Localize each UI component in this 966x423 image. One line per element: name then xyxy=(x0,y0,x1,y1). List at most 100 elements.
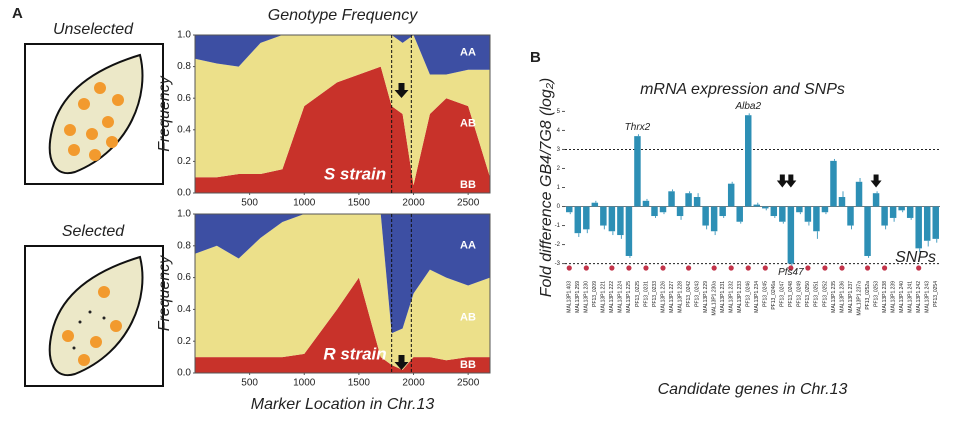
x-tick-label: PF13_0252a xyxy=(865,281,871,310)
y-tick-label: 0.2 xyxy=(177,336,191,347)
x-tick-label: MAL13P1.239 xyxy=(890,281,896,313)
bar xyxy=(770,206,778,217)
x-tick-label: MAL13P1.236 xyxy=(839,281,845,313)
y-tick-label: 0.0 xyxy=(177,188,191,199)
series-label: AA xyxy=(460,240,476,252)
bar xyxy=(821,206,829,213)
snp-marker xyxy=(864,265,871,271)
x-tick-label: PF13_0250 xyxy=(805,281,811,307)
series-label: AA xyxy=(460,46,476,58)
bar xyxy=(583,206,590,230)
x-tick-label: MAL13P1.222 xyxy=(609,281,615,313)
x-tick-label: MAL13P1.238 xyxy=(882,281,888,313)
annotation: R strain xyxy=(323,344,386,363)
x-tick-label: MAL13P1.242 xyxy=(916,281,922,313)
x-tick-label: PF13_0252 xyxy=(822,281,828,307)
snp-marker xyxy=(643,265,649,271)
bar xyxy=(651,206,658,217)
bar xyxy=(642,200,650,207)
x-tick-label: MAL13P1.243 xyxy=(925,281,931,313)
x-tick-label: MAL13P1.232 xyxy=(729,281,735,313)
bar xyxy=(659,206,667,213)
area xyxy=(195,214,490,370)
y-tick-label: -2 xyxy=(555,242,561,248)
bar xyxy=(600,206,607,226)
y-tick-label: 1 xyxy=(557,185,561,191)
x-tick-label: 500 xyxy=(241,198,258,209)
snp-marker xyxy=(685,265,692,271)
seed-unselected xyxy=(24,43,164,185)
y-tick-label: 0 xyxy=(557,204,561,210)
bar xyxy=(830,160,837,207)
y-tick-label: 5 xyxy=(557,109,561,115)
bar xyxy=(804,206,812,222)
bar xyxy=(796,206,803,213)
bar xyxy=(719,206,726,217)
snp-marker xyxy=(583,265,589,271)
y-tick-label: 0.2 xyxy=(177,156,191,167)
bar xyxy=(702,206,709,226)
arrow xyxy=(785,174,797,188)
arrow xyxy=(870,174,882,188)
x-tick-label: 2500 xyxy=(457,378,480,389)
bar xyxy=(787,206,795,264)
x-tick-label: MAL13P1.240 xyxy=(899,281,905,313)
x-tick-label: 2000 xyxy=(402,378,425,389)
snp-marker xyxy=(660,265,666,271)
x-tick-label: PF13_0253 xyxy=(873,281,879,307)
x-tick-label: MAL13P1.234 xyxy=(754,281,760,313)
bar xyxy=(710,206,718,232)
bar xyxy=(889,206,897,218)
bar xyxy=(685,193,692,207)
y-tick-label: -1 xyxy=(555,223,561,229)
bar xyxy=(617,206,624,236)
bar xyxy=(753,204,760,207)
area xyxy=(195,66,490,193)
x-tick-label: MAL13P1.229 xyxy=(703,281,709,313)
y-tick-label: 4 xyxy=(557,128,561,134)
bar xyxy=(736,206,743,222)
snp-marker xyxy=(805,265,811,271)
arrow xyxy=(394,83,409,98)
x-tick-label: MAL13P1.259 xyxy=(575,281,581,313)
bar xyxy=(923,206,931,241)
plot-frame xyxy=(194,34,491,194)
bar xyxy=(906,206,914,218)
bar xyxy=(779,206,786,222)
x-tick-label: 500 xyxy=(241,378,258,389)
x-tick-label: MAL13P1.233 xyxy=(737,281,743,313)
x-tick-label: 2500 xyxy=(457,198,480,209)
y-tick-label: 2 xyxy=(557,166,561,172)
y-tick-label: 0.8 xyxy=(177,61,191,72)
snp-marker xyxy=(762,265,768,271)
series-label: BB xyxy=(460,359,476,371)
y-tick-label: 0.8 xyxy=(177,240,191,251)
bar xyxy=(872,193,880,207)
bar xyxy=(566,206,573,213)
y-tick-label: 0.4 xyxy=(177,304,191,315)
y-tick-label: 0.6 xyxy=(177,93,191,104)
bar xyxy=(881,206,888,226)
annotation: Alba2 xyxy=(734,101,761,112)
bar xyxy=(838,197,846,207)
x-tick-label: MAL13P1.226 xyxy=(660,281,666,313)
snp-legend: SNPs xyxy=(895,249,936,266)
x-tick-label: MAL13P1.224 xyxy=(618,281,624,313)
snp-marker xyxy=(745,265,751,271)
x-tick-label: PF13_0245 xyxy=(763,281,769,307)
snp-marker xyxy=(711,265,717,271)
y-axis-label: Fold difference GB4/7G8 (log₂) xyxy=(538,78,555,298)
chart-title: mRNA expression and SNPs xyxy=(640,81,845,98)
y-tick-label: 0.6 xyxy=(177,272,191,283)
bar xyxy=(608,206,616,232)
area xyxy=(195,214,490,334)
seed-label: Selected xyxy=(62,223,125,240)
x-tick-label: 1000 xyxy=(293,198,316,209)
y-tick-label: 0.0 xyxy=(177,368,191,379)
arrow xyxy=(394,355,409,370)
bar xyxy=(864,206,871,256)
seed-label: Unselected xyxy=(53,21,134,38)
y-axis-label: Frequency xyxy=(156,75,173,152)
snp-marker xyxy=(566,265,572,271)
